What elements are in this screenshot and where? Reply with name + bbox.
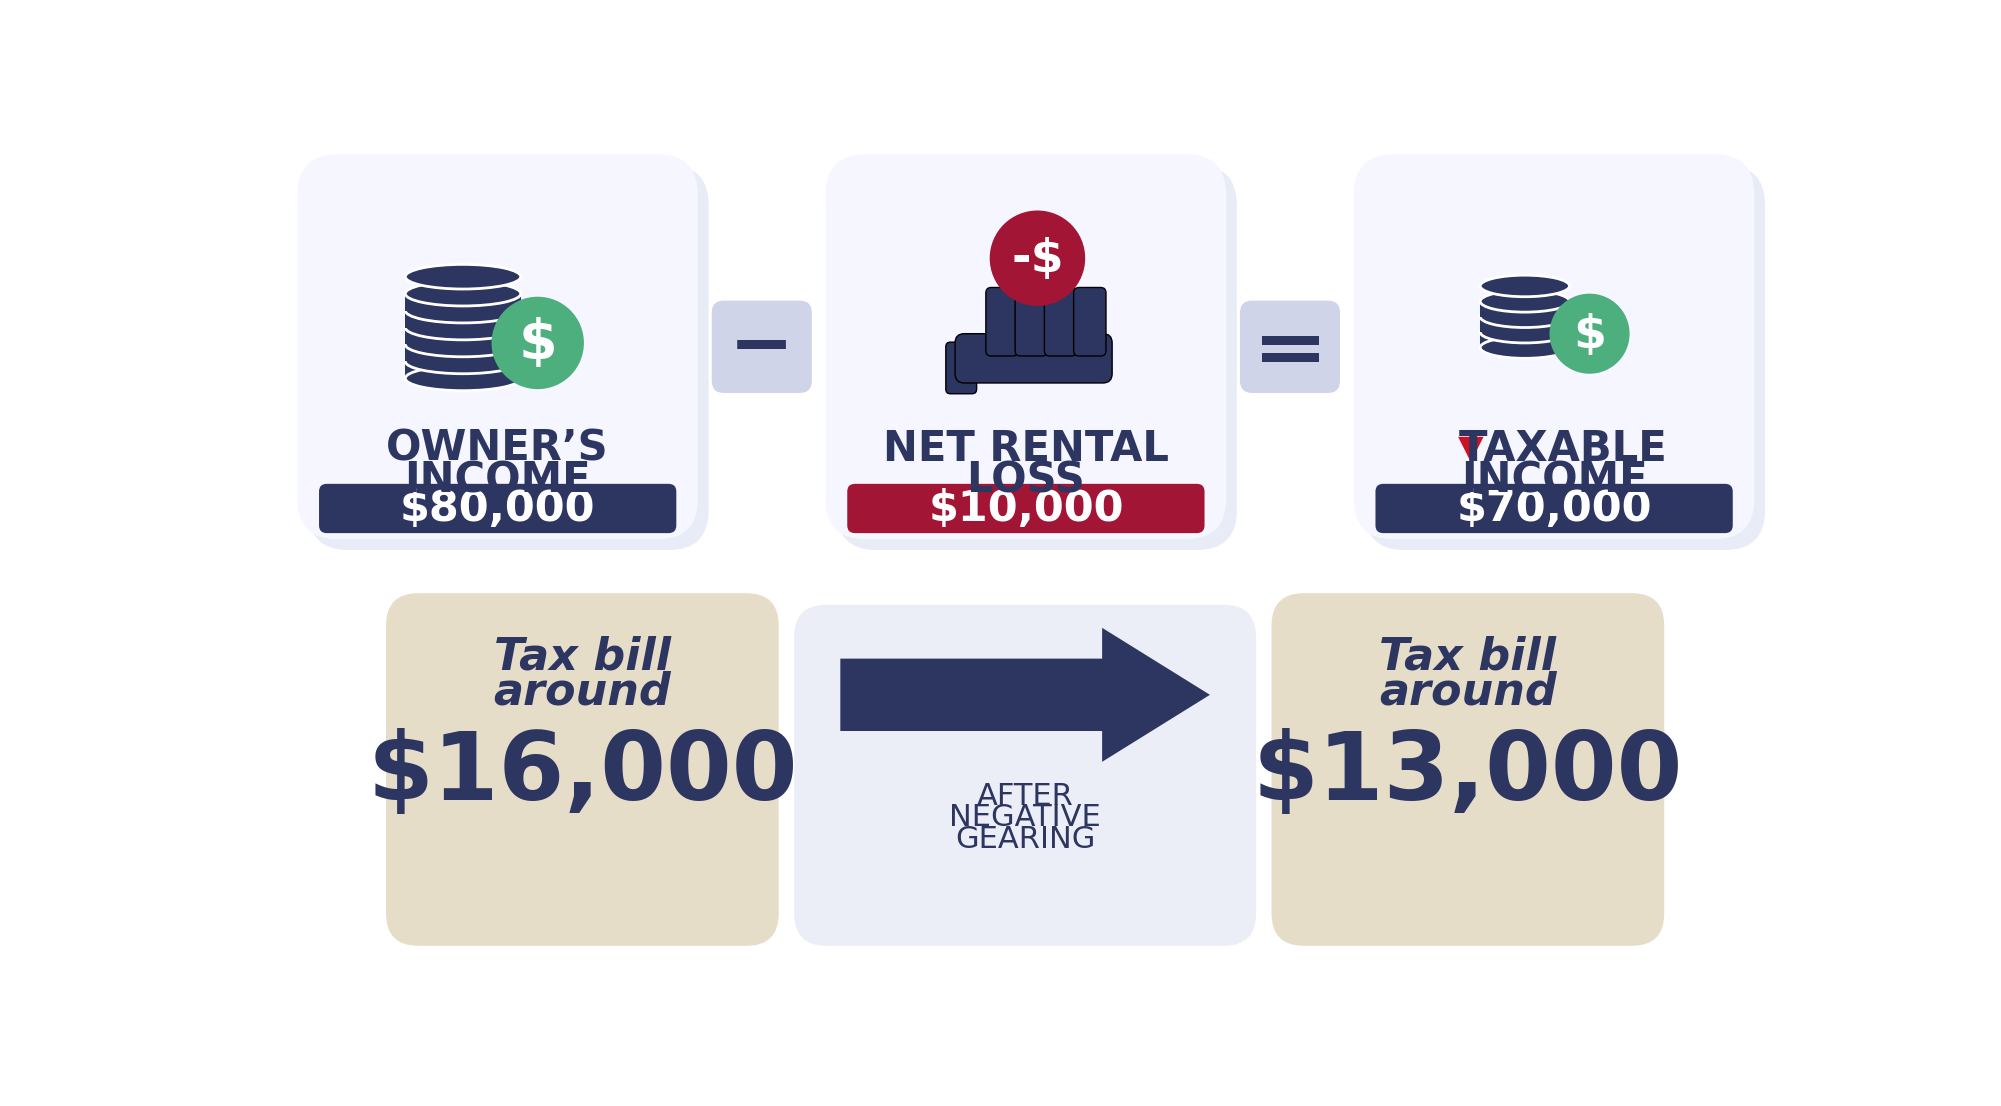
Ellipse shape — [1481, 322, 1569, 343]
Ellipse shape — [406, 281, 520, 306]
FancyBboxPatch shape — [1015, 288, 1047, 356]
FancyBboxPatch shape — [1365, 165, 1765, 550]
Ellipse shape — [406, 332, 520, 357]
Bar — [1261, 353, 1319, 362]
Bar — [406, 344, 520, 362]
Text: −: − — [728, 309, 794, 385]
Text: NET RENTAL: NET RENTAL — [882, 428, 1169, 470]
Text: INCOME: INCOME — [404, 460, 590, 502]
FancyBboxPatch shape — [946, 342, 976, 394]
Ellipse shape — [406, 366, 520, 390]
Text: TAXABLE: TAXABLE — [1459, 428, 1667, 470]
Circle shape — [492, 296, 584, 389]
FancyBboxPatch shape — [1271, 593, 1665, 946]
Text: around: around — [1379, 670, 1557, 713]
Ellipse shape — [1481, 275, 1569, 296]
Text: $80,000: $80,000 — [400, 488, 596, 530]
Text: $: $ — [1573, 313, 1607, 357]
Circle shape — [990, 210, 1085, 306]
Circle shape — [1549, 294, 1629, 374]
FancyBboxPatch shape — [318, 483, 676, 533]
FancyBboxPatch shape — [846, 483, 1205, 533]
Text: $10,000: $10,000 — [928, 488, 1125, 530]
Text: $: $ — [518, 317, 556, 372]
FancyBboxPatch shape — [826, 154, 1227, 540]
FancyBboxPatch shape — [308, 165, 708, 550]
Text: ▼: ▼ — [1459, 431, 1485, 465]
Bar — [406, 294, 520, 311]
Ellipse shape — [1481, 336, 1569, 358]
FancyBboxPatch shape — [1241, 301, 1341, 393]
FancyBboxPatch shape — [1375, 483, 1733, 533]
Text: -$: -$ — [1011, 238, 1065, 282]
Text: OWNER’S: OWNER’S — [386, 428, 608, 470]
Text: $70,000: $70,000 — [1457, 488, 1653, 530]
Text: $13,000: $13,000 — [1253, 728, 1683, 821]
Ellipse shape — [406, 315, 520, 340]
Ellipse shape — [406, 264, 520, 289]
FancyBboxPatch shape — [1355, 154, 1755, 540]
FancyBboxPatch shape — [986, 288, 1019, 356]
Text: Tax bill: Tax bill — [494, 636, 670, 678]
FancyBboxPatch shape — [386, 593, 778, 946]
Text: Tax bill: Tax bill — [1379, 636, 1557, 678]
Ellipse shape — [1481, 291, 1569, 312]
FancyBboxPatch shape — [712, 301, 812, 393]
Bar — [406, 362, 520, 378]
Text: GEARING: GEARING — [954, 825, 1095, 854]
FancyBboxPatch shape — [954, 334, 1113, 383]
Ellipse shape — [406, 349, 520, 374]
Text: around: around — [494, 670, 670, 713]
Bar — [406, 327, 520, 344]
Bar — [1481, 332, 1569, 347]
Bar — [1481, 316, 1569, 332]
FancyBboxPatch shape — [1075, 288, 1107, 356]
Text: NEGATIVE: NEGATIVE — [948, 803, 1101, 833]
Bar — [1261, 336, 1319, 345]
Bar — [1481, 301, 1569, 316]
FancyBboxPatch shape — [298, 154, 698, 540]
Polygon shape — [840, 628, 1211, 762]
Text: AFTER: AFTER — [976, 782, 1075, 811]
Bar — [406, 311, 520, 327]
FancyBboxPatch shape — [794, 605, 1257, 946]
FancyBboxPatch shape — [836, 165, 1237, 550]
FancyBboxPatch shape — [1045, 288, 1077, 356]
Ellipse shape — [1481, 306, 1569, 327]
Text: INCOME: INCOME — [1461, 460, 1647, 502]
Text: LOSS: LOSS — [966, 460, 1085, 502]
Ellipse shape — [406, 299, 520, 323]
Text: $16,000: $16,000 — [366, 728, 798, 821]
